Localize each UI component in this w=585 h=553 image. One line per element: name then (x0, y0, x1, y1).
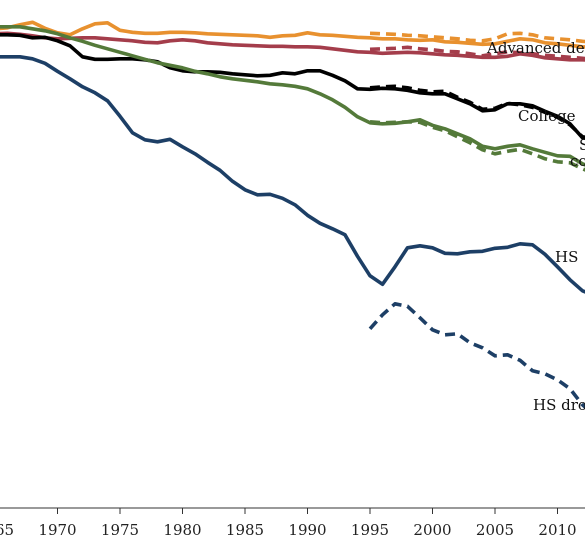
label-hs-graduate: HS (555, 248, 578, 266)
x-tick-label-2010: 2010 (538, 521, 576, 539)
series-line-college-alt (369, 45, 585, 61)
x-tick-label-1965: 1965 (0, 521, 14, 539)
series-line-advanced-alt (369, 31, 585, 44)
label-college: College (518, 107, 576, 125)
x-tick-label-1970: 1970 (38, 521, 76, 539)
x-axis-ticks: 1965 1970 1975 1980 1985 1990 1995 2000 2005 2010… (0, 508, 577, 539)
series-line-advanced (0, 20, 585, 49)
series-line-hs-graduate-alt (369, 120, 585, 172)
series-line-some-college (0, 33, 585, 141)
series-layer (0, 20, 585, 410)
series-line-college (0, 31, 585, 62)
label-hs-dropout: HS dro (533, 396, 585, 414)
x-tick-label-1975: 1975 (101, 521, 139, 539)
series-line-some-college-alt (369, 84, 585, 140)
x-tick-label-2005: 2005 (476, 521, 514, 539)
label-advanced-degree: Advanced de (486, 39, 585, 57)
x-tick-label-1990: 1990 (288, 521, 326, 539)
x-tick-label-1985: 1985 (226, 521, 264, 539)
label-some-college-line2: co (570, 152, 585, 170)
series-line-hs-dropout (0, 55, 585, 294)
series-line-hs-dropout-alt (368, 302, 585, 410)
x-tick-label-1980: 1980 (163, 521, 201, 539)
x-tick-label-1995: 1995 (351, 521, 389, 539)
label-some-college-line1: S (579, 136, 585, 154)
x-tick-label-2000: 2000 (413, 521, 451, 539)
series-line-hs-graduate (0, 25, 585, 167)
